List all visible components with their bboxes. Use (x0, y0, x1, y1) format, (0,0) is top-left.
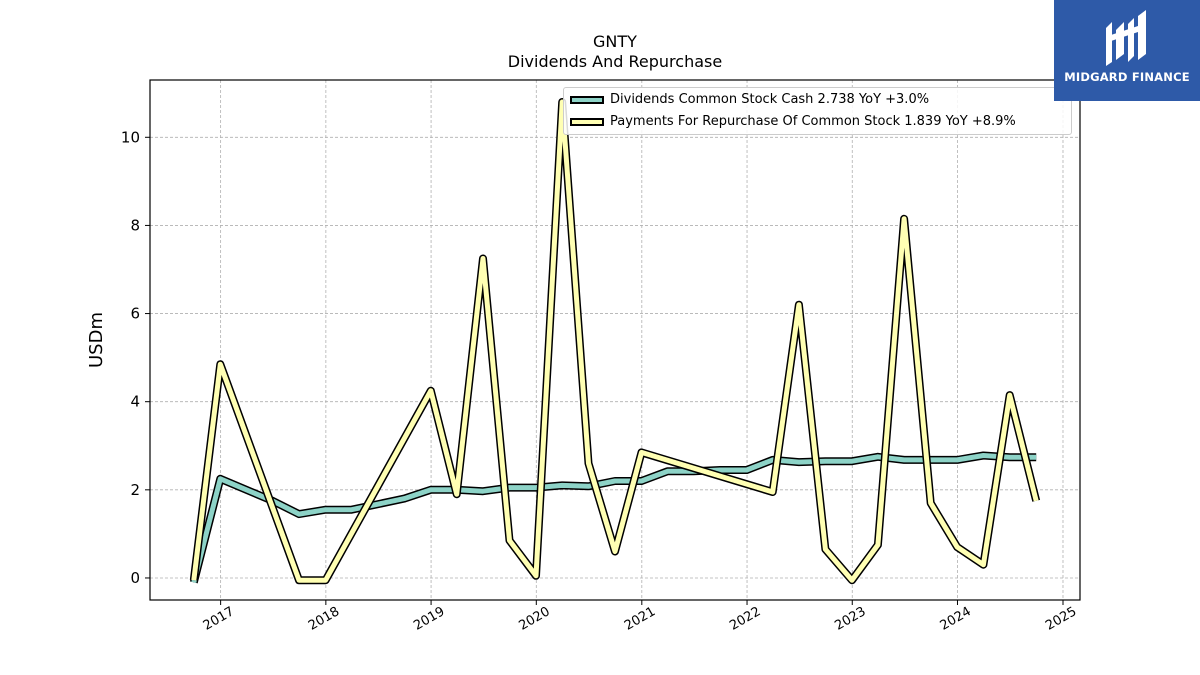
brand-logo: MIDGARD FINANCE (1054, 0, 1200, 101)
legend-swatch-repurchase (570, 118, 604, 126)
logo-text: MIDGARD FINANCE (1064, 70, 1190, 84)
legend: Dividends Common Stock Cash 2.738 YoY +3… (563, 87, 1072, 135)
y-tick-label: 10 (121, 128, 140, 146)
x-tick-label: 2023 (832, 604, 868, 634)
chart-subtitle: Dividends And Repurchase (507, 52, 723, 71)
legend-label-repurchase: Payments For Repurchase Of Common Stock … (610, 114, 1016, 129)
chart-title: GNTY (593, 32, 637, 51)
y-tick-label: 6 (130, 305, 140, 323)
x-tick-label: 2020 (516, 604, 552, 634)
legend-swatch-dividends (570, 96, 604, 104)
grid-lines (150, 80, 1080, 600)
series-outline-0 (189, 451, 1037, 584)
y-tick-label: 0 (130, 569, 140, 587)
x-tick-label: 2025 (1043, 604, 1079, 634)
axes-frame (149, 79, 1081, 601)
y-tick-label: 8 (130, 216, 140, 234)
x-tick-label: 2019 (411, 604, 447, 634)
midgard-m-logo-icon (1106, 10, 1146, 66)
series-line-1 (191, 99, 1039, 583)
x-tick-label: 2024 (938, 604, 974, 634)
x-tick-label: 2018 (306, 604, 342, 634)
x-tick-label: 2017 (201, 604, 237, 634)
y-axis-label: USDm (86, 312, 107, 368)
x-tick-label: 2022 (727, 604, 763, 634)
axis-ticks: 0 2 4 6 8 10 2017 2018 2019 2020 2021 2022 2023 2024 2… (121, 128, 1079, 633)
y-tick-label: 2 (130, 481, 140, 499)
series-layer (189, 98, 1041, 585)
y-tick-label: 4 (130, 393, 140, 411)
series-line-0 (191, 453, 1037, 584)
legend-label-dividends: Dividends Common Stock Cash 2.738 YoY +3… (610, 92, 930, 107)
x-tick-label: 2021 (622, 604, 658, 634)
